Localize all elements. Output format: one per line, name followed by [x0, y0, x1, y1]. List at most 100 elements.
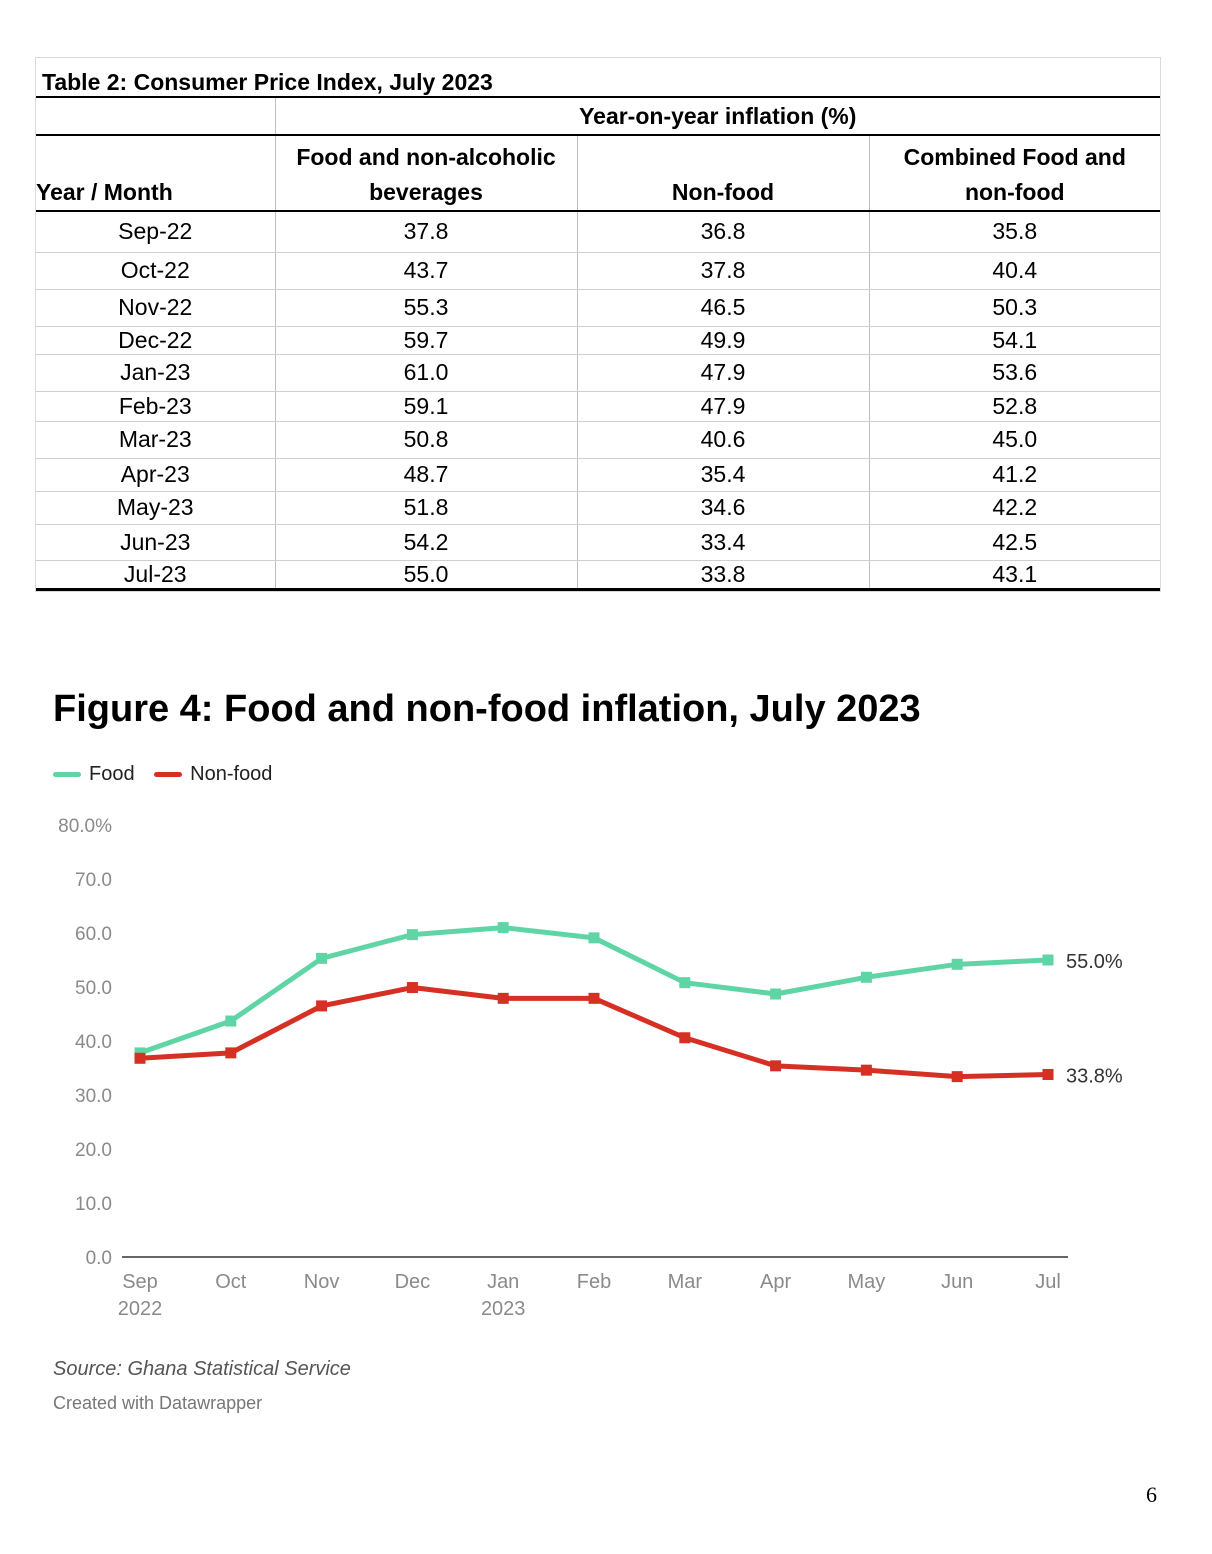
end-label-food: 55.0% — [1066, 951, 1123, 973]
cell-nonfood: 35.4 — [576, 458, 869, 492]
cpi-table: Table 2: Consumer Price Index, July 2023… — [35, 57, 1161, 592]
table-row: Dec-22 59.7 49.9 54.1 — [36, 326, 1160, 355]
cell-combined: 42.2 — [868, 491, 1160, 525]
cell-month: Feb-23 — [36, 391, 275, 422]
page-number: 6 — [1146, 1482, 1157, 1507]
header-year-month: Year / Month — [36, 135, 275, 212]
legend-item-food: Food — [53, 763, 135, 786]
cell-food: 61.0 — [274, 354, 577, 392]
super-header-empty — [36, 98, 275, 136]
table-row: Jan-23 61.0 47.9 53.6 — [36, 354, 1160, 392]
y-tick-label: 0.0 — [86, 1248, 112, 1269]
table-row: Mar-23 50.8 40.6 45.0 — [36, 421, 1160, 459]
y-tick-label: 40.0 — [75, 1032, 112, 1053]
y-tick-label: 30.0 — [75, 1086, 112, 1107]
data-point-non-food — [225, 1047, 237, 1059]
table-row: Jul-23 55.0 33.8 43.1 — [36, 560, 1160, 591]
cell-month: Jul-23 — [36, 560, 275, 591]
x-tick-label: Jan — [487, 1271, 519, 1293]
x-tick-label: Jul — [1035, 1271, 1061, 1293]
cell-combined: 53.6 — [868, 354, 1160, 392]
cell-food: 48.7 — [274, 458, 577, 492]
cell-month: Mar-23 — [36, 421, 275, 459]
data-point-non-food — [951, 1071, 963, 1083]
cell-food: 50.8 — [274, 421, 577, 459]
data-point-non-food — [860, 1064, 872, 1076]
cell-nonfood: 34.6 — [576, 491, 869, 525]
data-point-food — [225, 1015, 237, 1027]
line-chart: 0.0 10.0 20.0 30.0 40.0 50.0 60.0 70.0 80.0% Sep 2… — [58, 816, 1123, 1320]
chart-credit: Created with Datawrapper — [53, 1393, 263, 1413]
legend-label-food: Food — [89, 763, 135, 785]
series-line-food — [137, 925, 1051, 1056]
legend-swatch-nonfood — [154, 772, 183, 777]
cell-nonfood: 33.4 — [576, 524, 869, 561]
x-tick-label: Dec — [395, 1271, 431, 1293]
figure-title: Figure 4: Food and non-food inflation, J… — [53, 688, 921, 730]
data-point-non-food — [497, 992, 509, 1004]
table-row: Sep-22 37.8 36.8 35.8 — [36, 211, 1160, 253]
cell-food: 51.8 — [274, 491, 577, 525]
cell-month: Nov-22 — [36, 289, 275, 327]
data-point-non-food — [770, 1060, 782, 1072]
cell-month: Oct-22 — [36, 252, 275, 290]
cell-month: Jan-23 — [36, 354, 275, 392]
cell-nonfood: 46.5 — [576, 289, 869, 327]
cell-nonfood: 33.8 — [576, 560, 869, 591]
data-point-non-food — [588, 992, 600, 1004]
cell-nonfood: 49.9 — [576, 326, 869, 355]
cell-combined: 40.4 — [868, 252, 1160, 290]
table-column-header-row: Year / Month Food and non-alcoholic beve… — [36, 135, 1160, 212]
cell-month: Dec-22 — [36, 326, 275, 355]
cell-food: 55.0 — [274, 560, 577, 591]
cell-month: Jun-23 — [36, 524, 275, 561]
header-food: Food and non-alcoholic beverages — [274, 135, 577, 212]
data-point-food — [951, 958, 963, 970]
x-tick-label: May — [848, 1271, 886, 1293]
header-combined: Combined Food and non-food — [868, 135, 1160, 212]
x-tick-sublabel: 2023 — [481, 1298, 526, 1320]
x-tick-label: Jun — [941, 1271, 973, 1293]
table-row: Jun-23 54.2 33.4 42.5 — [36, 524, 1160, 561]
cell-combined: 54.1 — [868, 326, 1160, 355]
table-row: Nov-22 55.3 46.5 50.3 — [36, 289, 1160, 327]
end-label-non-food: 33.8% — [1066, 1065, 1123, 1087]
table-row: Apr-23 48.7 35.4 41.2 — [36, 458, 1160, 492]
y-tick-label: 10.0 — [75, 1194, 112, 1215]
data-point-food — [588, 932, 600, 944]
cell-combined: 41.2 — [868, 458, 1160, 492]
x-tick-label: Mar — [668, 1271, 703, 1293]
cell-month: May-23 — [36, 491, 275, 525]
legend-label-nonfood: Non-food — [190, 763, 273, 785]
legend-swatch-food — [53, 772, 81, 777]
cell-nonfood: 47.9 — [576, 391, 869, 422]
cell-combined: 50.3 — [868, 289, 1160, 327]
cell-combined: 35.8 — [868, 211, 1160, 253]
cell-food: 59.7 — [274, 326, 577, 355]
y-tick-label: 70.0 — [75, 870, 112, 891]
y-tick-label: 80.0% — [58, 816, 112, 837]
cell-food: 59.1 — [274, 391, 577, 422]
legend-item-nonfood: Non-food — [154, 763, 272, 786]
cell-month: Sep-22 — [36, 211, 275, 253]
chart-source: Source: Ghana Statistical Service — [53, 1358, 351, 1380]
table-row: May-23 51.8 34.6 42.2 — [36, 491, 1160, 525]
cell-combined: 43.1 — [868, 560, 1160, 591]
x-tick-label: Sep — [122, 1271, 158, 1293]
data-point-non-food — [134, 1052, 146, 1064]
x-tick-label: Nov — [304, 1271, 340, 1293]
table-title: Table 2: Consumer Price Index, July 2023 — [36, 58, 1160, 98]
table-row: Feb-23 59.1 47.9 52.8 — [36, 391, 1160, 422]
data-point-food — [406, 929, 418, 941]
data-point-non-food — [406, 982, 418, 994]
cell-combined: 45.0 — [868, 421, 1160, 459]
header-nonfood: Non-food — [576, 135, 869, 212]
y-tick-label: 60.0 — [75, 924, 112, 945]
x-tick-label: Oct — [215, 1271, 247, 1293]
x-tick-label: Apr — [760, 1271, 791, 1293]
cell-nonfood: 40.6 — [576, 421, 869, 459]
data-point-food — [860, 971, 872, 983]
chart-legend: Food Non-food — [53, 760, 286, 786]
cell-month: Apr-23 — [36, 458, 275, 492]
data-point-non-food — [679, 1032, 691, 1044]
